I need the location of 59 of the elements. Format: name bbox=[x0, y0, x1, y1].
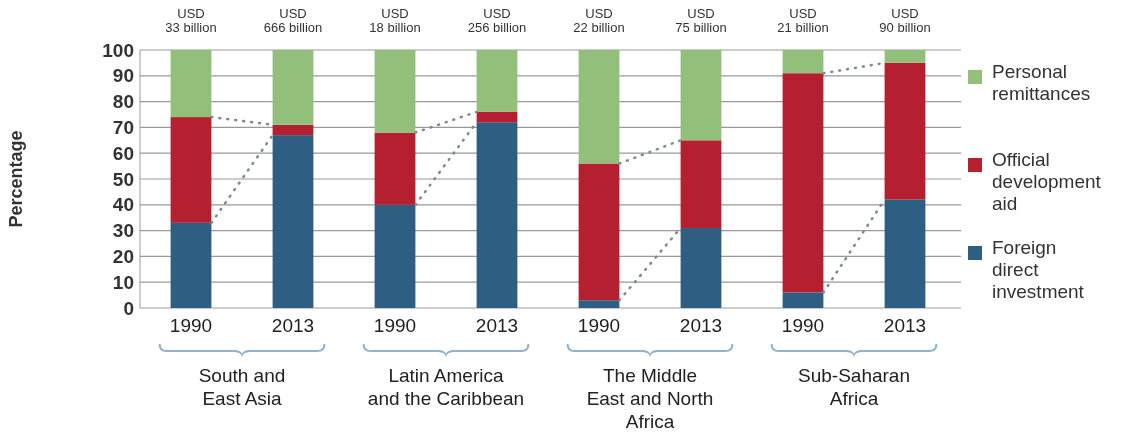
y-tick-label: 20 bbox=[112, 246, 134, 268]
y-tick-label: 100 bbox=[102, 39, 134, 61]
legend-label: Personal remittances bbox=[992, 61, 1091, 104]
y-tick-label: 60 bbox=[112, 142, 134, 164]
x-tick-label: 1990 bbox=[169, 315, 213, 336]
text: USD 256 billion bbox=[467, 6, 527, 35]
text: Sub-Saharan Africa bbox=[798, 365, 910, 409]
x-tick-label: 2013 bbox=[271, 315, 315, 336]
x-tick-label: 2013 bbox=[679, 315, 723, 336]
bar bbox=[782, 73, 824, 293]
bar bbox=[578, 50, 620, 164]
text: USD 75 billion bbox=[675, 6, 727, 35]
bar bbox=[272, 50, 314, 125]
text: USD 33 billion bbox=[165, 6, 217, 35]
y-tick-label: 0 bbox=[123, 297, 134, 319]
y-axis-title: Percentage bbox=[6, 130, 26, 228]
bar bbox=[884, 50, 926, 63]
bar bbox=[680, 140, 722, 229]
bar bbox=[170, 117, 212, 223]
x-tick-label: 1990 bbox=[373, 315, 417, 336]
bar bbox=[170, 222, 212, 308]
text: USD 90 billion bbox=[879, 6, 931, 35]
bar bbox=[476, 50, 518, 112]
text: South and East Asia bbox=[198, 365, 286, 409]
x-tick-label: 2013 bbox=[883, 315, 927, 336]
bar bbox=[476, 111, 518, 123]
bar bbox=[272, 135, 314, 308]
text: USD 666 billion bbox=[263, 6, 323, 35]
y-tick-label: 70 bbox=[112, 117, 134, 139]
bar bbox=[374, 204, 416, 308]
text: USD 21 billion bbox=[777, 6, 829, 35]
x-tick-label: 2013 bbox=[475, 315, 519, 336]
legend-label: Official development aid bbox=[992, 149, 1102, 214]
text: USD 18 billion bbox=[369, 6, 421, 35]
y-tick-label: 90 bbox=[112, 65, 134, 87]
text: Latin America and the Caribbean bbox=[367, 365, 525, 409]
y-tick-label: 10 bbox=[112, 271, 134, 293]
y-tick-label: 50 bbox=[112, 168, 134, 190]
bar bbox=[374, 50, 416, 133]
x-tick-label: 1990 bbox=[781, 315, 825, 336]
y-tick-label: 80 bbox=[112, 91, 134, 113]
legend-label: Foreign direct investment bbox=[992, 237, 1085, 302]
bar bbox=[578, 300, 620, 308]
bar bbox=[782, 50, 824, 74]
text: The Middle East and North Africa bbox=[586, 365, 714, 432]
bar bbox=[170, 50, 212, 118]
y-tick-label: 40 bbox=[112, 194, 134, 216]
y-tick-label: 30 bbox=[112, 220, 134, 242]
bar bbox=[578, 163, 620, 301]
bar bbox=[680, 50, 722, 141]
bar bbox=[680, 228, 722, 308]
x-tick-label: 1990 bbox=[577, 315, 621, 336]
bar bbox=[782, 292, 824, 308]
text: USD 22 billion bbox=[573, 6, 625, 35]
bar bbox=[884, 199, 926, 308]
bar bbox=[884, 62, 926, 200]
bar bbox=[374, 132, 416, 205]
bar bbox=[272, 124, 314, 136]
bar bbox=[476, 122, 518, 308]
